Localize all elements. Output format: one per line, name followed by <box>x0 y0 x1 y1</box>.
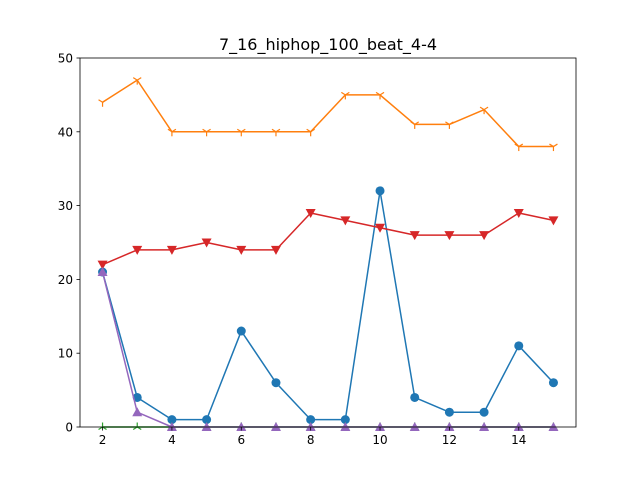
series-4 <box>97 208 559 270</box>
y-tick-label: 10 <box>58 347 73 361</box>
series-1-point <box>132 392 142 402</box>
series-5-point <box>97 267 108 277</box>
series-2-point <box>375 91 385 100</box>
axes: 2 4 6 8 10 12 14 0 10 20 30 40 50 <box>58 52 577 447</box>
series-1-point <box>167 415 177 425</box>
y-tick-label: 30 <box>58 199 73 213</box>
series-2-point <box>410 121 420 129</box>
series-4-point <box>132 245 143 255</box>
x-tick-label: 10 <box>372 433 387 447</box>
series-2-line <box>102 79 554 148</box>
y-tick-label: 40 <box>58 125 73 139</box>
series-3-point <box>98 422 107 431</box>
chart-title: 7_16_hiphop_100_beat_4-4 <box>219 35 437 55</box>
series-1-point <box>271 378 281 388</box>
series-1-point <box>410 392 420 402</box>
series-5-point <box>236 422 247 431</box>
series-1-point <box>340 415 350 425</box>
series-2-point <box>132 77 142 85</box>
axes-frame <box>79 57 577 428</box>
series-1-point <box>306 415 316 425</box>
series-1-point <box>479 407 489 417</box>
series-4-point <box>409 231 420 241</box>
series-4-point <box>375 223 386 233</box>
series-2-point <box>306 128 315 137</box>
x-tick-label: 12 <box>442 433 457 447</box>
series-5-point <box>513 422 524 431</box>
y-tick-label: 20 <box>58 273 73 287</box>
series-4-point <box>305 208 316 218</box>
series-5-point <box>201 422 212 431</box>
series-4-point <box>479 231 490 241</box>
series-3-point <box>132 422 142 431</box>
series-1-line <box>101 190 554 421</box>
x-tick-label: 4 <box>168 433 176 447</box>
series-5-point <box>409 422 420 431</box>
x-tick-label: 2 <box>99 433 107 447</box>
series-1-point <box>444 407 454 417</box>
series-2-point <box>549 143 558 152</box>
series-5-point <box>444 422 455 431</box>
series-4-point <box>513 208 524 218</box>
series-2-point <box>445 121 454 129</box>
series-4-point <box>548 216 559 226</box>
series-2 <box>98 77 558 152</box>
series-4-point <box>166 245 177 255</box>
y-tick-label: 50 <box>58 52 73 66</box>
series-2-point <box>271 128 281 137</box>
series-2-point <box>514 143 524 152</box>
series-1-point <box>548 378 558 388</box>
x-tick-label: 8 <box>307 433 315 447</box>
series-5-point <box>479 422 490 431</box>
series-4-point <box>444 231 455 241</box>
series-5-point <box>166 422 177 431</box>
series-2-point <box>98 99 107 107</box>
series-5-point <box>270 422 281 431</box>
series-4-point <box>340 216 351 226</box>
series-4-line <box>102 212 554 266</box>
series-1-point <box>375 186 385 196</box>
series-2-point <box>167 128 177 137</box>
series-4-point <box>270 245 281 255</box>
series-1 <box>98 186 558 425</box>
series-2-point <box>202 128 211 137</box>
x-tick-label: 14 <box>511 433 526 447</box>
series-1-point <box>514 341 524 351</box>
series-5-point <box>375 422 386 431</box>
series-4-point <box>97 260 108 270</box>
series-2-point <box>236 128 246 137</box>
y-tick-label: 0 <box>65 421 73 435</box>
series-5-point <box>548 422 559 431</box>
series-2-point <box>479 106 489 115</box>
series-5-point <box>132 407 143 417</box>
series-2-point <box>341 91 350 100</box>
series-5-point <box>340 422 351 431</box>
x-tick-label: 6 <box>237 433 245 447</box>
series-1-point <box>202 415 212 425</box>
series-4-point <box>236 245 247 255</box>
series-4-point <box>201 238 212 248</box>
series-5-point <box>305 422 316 431</box>
series-1-point <box>236 326 246 336</box>
